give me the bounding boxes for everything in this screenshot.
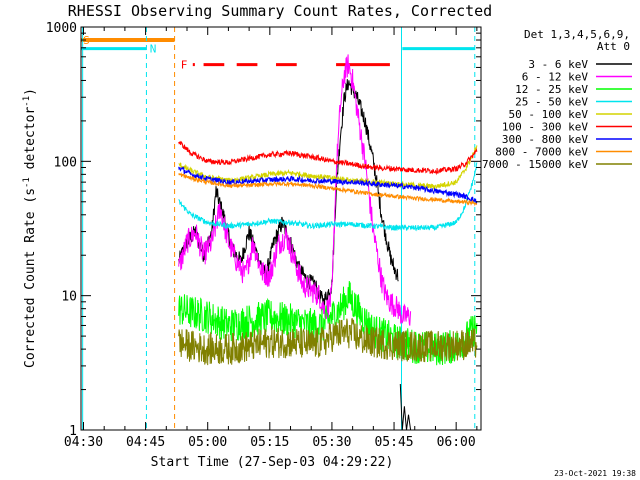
state-annotation-1: N <box>150 43 157 56</box>
legend-header-0: Det 1,3,4,5,6,9, <box>524 28 630 41</box>
series-line-7 <box>178 172 478 207</box>
legend-label-2: 12 - 25 keV <box>515 83 588 96</box>
y-tick-label-0: 1 <box>69 424 77 439</box>
x-tick-label-6: 06:00 <box>437 435 476 450</box>
x-tick-label-2: 05:00 <box>188 435 227 450</box>
footer-date: 23-Oct-2021 19:38 <box>554 469 636 478</box>
legend-label-7: 800 - 7000 keV <box>495 146 588 159</box>
series-dropout <box>399 383 412 430</box>
x-tick-label-4: 05:30 <box>312 435 351 450</box>
chart-title: RHESSI Observing Summary Count Rates, Co… <box>68 2 492 20</box>
series-line-6 <box>178 166 478 205</box>
y-tick-label-3: 1000 <box>46 21 77 36</box>
series-line-5 <box>178 140 478 176</box>
legend-label-0: 3 - 6 keV <box>528 58 588 71</box>
legend-label-3: 25 - 50 keV <box>515 96 588 109</box>
series-line-8 <box>178 317 478 366</box>
legend-header-1: Att 0 <box>597 40 630 53</box>
x-tick-label-5: 05:45 <box>374 435 413 450</box>
plot-frame <box>80 26 482 431</box>
y-axis-label-sup-2: -1 <box>22 96 32 107</box>
x-axis-label: Start Time (27-Sep-03 04:29:22) <box>151 455 394 470</box>
x-tick-label-1: 04:45 <box>126 435 165 450</box>
x-tick-label-0: 04:30 <box>64 435 103 450</box>
series-line-4 <box>178 145 478 191</box>
y-axis-label: Corrected Count Rate (s-1 detector-1) <box>22 88 38 368</box>
y-axis-label-main: Corrected Count Rate (s <box>23 188 38 368</box>
legend-label-6: 300 - 800 keV <box>502 133 588 146</box>
y-axis-label-sup-1: -1 <box>22 177 32 188</box>
series-line-3 <box>178 162 478 232</box>
state-annotation-0: S <box>83 34 90 47</box>
x-tick-label-3: 05:15 <box>250 435 289 450</box>
y-tick-label-1: 10 <box>61 290 77 305</box>
state-annotation-2: F <box>181 59 188 72</box>
y-axis-label-mid: detector <box>23 107 38 178</box>
legend-label-8: 7000 - 15000 keV <box>482 158 588 171</box>
legend-label-5: 100 - 300 keV <box>502 121 588 134</box>
y-axis-label-close: ) <box>23 88 38 96</box>
legend-label-4: 50 - 100 keV <box>509 108 589 121</box>
legend-label-1: 6 - 12 keV <box>522 71 589 84</box>
y-tick-label-2: 100 <box>54 155 77 170</box>
